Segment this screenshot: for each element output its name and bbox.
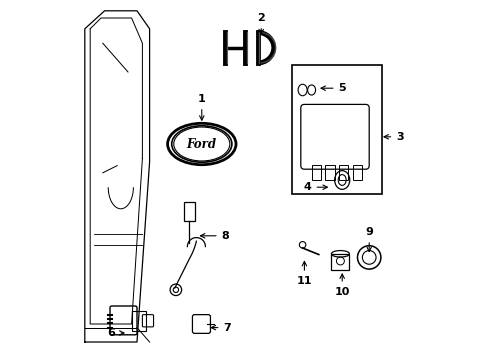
Bar bbox=[292, 65, 382, 194]
Text: 3: 3 bbox=[384, 132, 404, 142]
Text: 2: 2 bbox=[257, 13, 265, 34]
Text: Ford: Ford bbox=[187, 138, 217, 150]
Text: 6: 6 bbox=[107, 328, 124, 338]
Bar bbox=[184, 202, 195, 221]
Bar bbox=[331, 254, 349, 270]
Bar bbox=[132, 311, 146, 331]
Text: 4: 4 bbox=[304, 182, 327, 192]
Text: 8: 8 bbox=[200, 231, 229, 241]
Text: 10: 10 bbox=[335, 274, 350, 297]
Text: 11: 11 bbox=[296, 261, 312, 286]
Bar bbox=[312, 165, 321, 180]
Bar bbox=[339, 165, 348, 180]
Text: 5: 5 bbox=[321, 83, 346, 93]
Bar bbox=[353, 165, 362, 180]
Text: 1: 1 bbox=[198, 94, 206, 120]
Text: 7: 7 bbox=[211, 323, 231, 333]
Text: 9: 9 bbox=[365, 227, 373, 252]
Bar bbox=[325, 165, 335, 180]
